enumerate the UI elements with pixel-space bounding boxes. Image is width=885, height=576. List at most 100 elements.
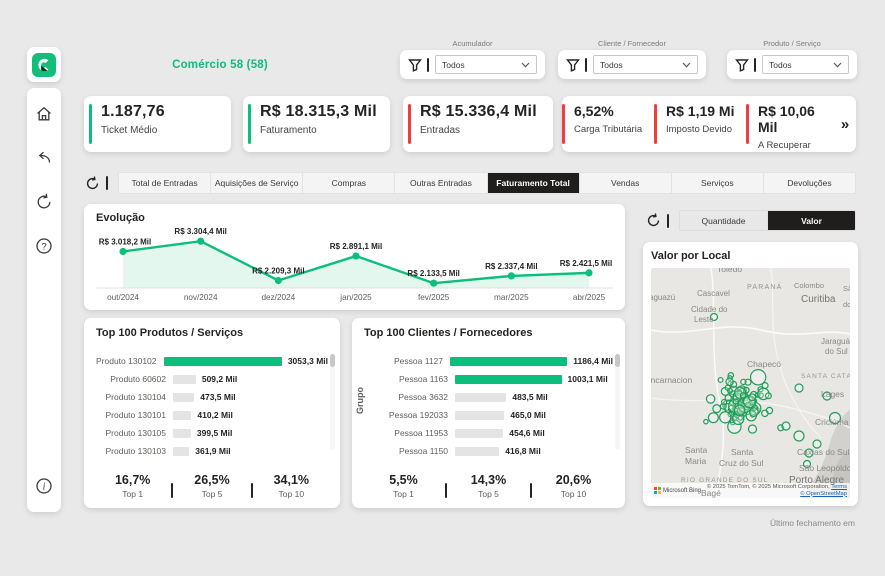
bar-row[interactable]: Pessoa 1150416,8 Mil [376, 442, 613, 460]
bar-row[interactable]: Pessoa 192033465,0 Mil [376, 406, 613, 424]
bar[interactable] [173, 393, 194, 402]
tab-vendas[interactable]: Vendas [580, 173, 672, 193]
scrollbar-track[interactable] [330, 354, 335, 450]
map-bubble[interactable] [748, 425, 756, 433]
toggle-valor[interactable]: Valor [768, 211, 855, 230]
stat-percent: 5,5% [362, 473, 445, 487]
terms-link[interactable]: Terms [831, 484, 847, 490]
map-bubble[interactable] [728, 388, 733, 393]
map-bubble[interactable] [762, 383, 768, 389]
map-bubble[interactable] [830, 413, 841, 424]
map-bubble[interactable] [741, 379, 746, 384]
help-icon[interactable]: ? [34, 236, 54, 256]
bar[interactable] [173, 429, 191, 438]
tab-devolu-es[interactable]: Devoluções [764, 173, 855, 193]
bar-row[interactable]: Produto 60602509,2 Mil [96, 370, 328, 388]
bar[interactable] [455, 429, 503, 438]
bar-row[interactable]: Produto 130103361,9 Mil [96, 442, 328, 460]
accent-bar [408, 104, 411, 144]
cliente-dropdown[interactable]: Todos [593, 55, 698, 74]
scrollbar-thumb[interactable] [330, 354, 335, 367]
map-bubble[interactable] [711, 314, 718, 321]
kpi-entradas: R$ 15.336,4 Mil Entradas [403, 96, 553, 152]
svg-text:dez/2024: dez/2024 [261, 293, 295, 302]
map-bubble[interactable] [749, 394, 756, 401]
value-by-location-map[interactable]: Microsoft Bing © 2025 TomTom, © 2025 Mic… [651, 268, 850, 498]
map-bubble[interactable] [782, 422, 790, 430]
bar-row[interactable]: Pessoa 11631003,1 Mil [376, 370, 613, 388]
map-bubble[interactable] [706, 395, 714, 403]
produto-dropdown[interactable]: Todos [762, 55, 849, 74]
last-close-note: Último fechamento em [770, 518, 855, 528]
evolution-line-chart[interactable]: R$ 3.018,2 Milout/2024R$ 3.304,4 Milnov/… [88, 226, 621, 306]
filter-acumulador: Todos [400, 50, 545, 79]
svg-text:?: ? [41, 241, 46, 252]
map-bubble[interactable] [704, 420, 708, 424]
stat-percent: 14,3% [447, 473, 530, 487]
reset-filters-icon[interactable] [84, 175, 101, 192]
map-bubble[interactable] [722, 400, 727, 405]
openstreetmap-link[interactable]: © OpenStreetMap [800, 491, 847, 497]
bar-value: 465,0 Mil [510, 410, 545, 420]
reset-filters-icon[interactable] [645, 212, 662, 229]
kpi-a-recuperar: R$ 10,06 Mil A Recuperar [746, 96, 834, 152]
refresh-icon[interactable] [34, 192, 54, 212]
info-icon[interactable]: i [34, 476, 54, 496]
map-bubble[interactable] [718, 378, 723, 383]
tab-aquisi-es-de-servi-o[interactable]: Aquisições de Serviço [211, 173, 303, 193]
kpi-value: R$ 10,06 Mil [758, 103, 828, 135]
bar-row[interactable]: Produto 130101410,2 Mil [96, 406, 328, 424]
bar[interactable] [173, 447, 189, 456]
tab-outras-entradas[interactable]: Outras Entradas [395, 173, 487, 193]
bar[interactable] [455, 411, 504, 420]
divider [667, 214, 669, 228]
map-bubble[interactable] [734, 405, 744, 415]
tab-compras[interactable]: Compras [303, 173, 395, 193]
map-bubble[interactable] [805, 449, 813, 457]
map-bubble[interactable] [720, 412, 731, 423]
scrollbar-thumb[interactable] [615, 354, 620, 367]
bar[interactable] [455, 393, 506, 402]
bar-row[interactable]: Pessoa 3632483,5 Mil [376, 388, 613, 406]
bar-row[interactable]: Pessoa 11953454,6 Mil [376, 424, 613, 442]
map-bubble[interactable] [713, 405, 721, 413]
map-bubble[interactable] [708, 413, 718, 423]
home-icon[interactable] [34, 104, 54, 124]
bar[interactable] [455, 375, 562, 384]
bar-value: 473,5 Mil [200, 392, 235, 402]
filter-label-acumulador: Acumulador [400, 39, 545, 48]
tab-servi-os[interactable]: Serviços [672, 173, 764, 193]
bar-row[interactable]: Produto 1301023053,3 Mil [96, 352, 328, 370]
bar[interactable] [173, 375, 196, 384]
map-bubble[interactable] [795, 384, 803, 392]
stat-label: Top 10 [253, 489, 330, 499]
bar-row[interactable]: Pessoa 11271186,4 Mil [376, 352, 613, 370]
bar-value: 454,6 Mil [509, 428, 544, 438]
map-bubble[interactable] [726, 378, 733, 385]
y-axis-label: Grupo [355, 387, 365, 414]
acumulador-dropdown[interactable]: Todos [435, 55, 537, 74]
map-bubble[interactable] [766, 393, 772, 399]
kpi-value: R$ 18.315,3 Mil [260, 103, 390, 121]
stat-top-10: 20,6%Top 10 [532, 473, 615, 499]
tab-total-de-entradas[interactable]: Total de Entradas [119, 173, 211, 193]
app-logo[interactable] [27, 47, 61, 82]
bar-row[interactable]: Produto 130104473,5 Mil [96, 388, 328, 406]
bar[interactable] [164, 357, 282, 366]
map-bubble[interactable] [762, 410, 768, 416]
map-bubble[interactable] [794, 431, 804, 441]
bar[interactable] [450, 357, 567, 366]
tab-faturamento-total[interactable]: Faturamento Total [488, 173, 580, 193]
bar-category: Produto 130102 [96, 356, 157, 366]
kpi-imposto-devido: R$ 1,19 Mi Imposto Devido [654, 96, 746, 152]
bar[interactable] [455, 447, 499, 456]
bar-row[interactable]: Produto 130105399,5 Mil [96, 424, 328, 442]
map-bubble[interactable] [813, 440, 821, 448]
bar[interactable] [173, 411, 191, 420]
map-bubble[interactable] [804, 461, 811, 468]
scrollbar-track[interactable] [615, 354, 620, 450]
undo-icon[interactable] [34, 148, 54, 168]
toggle-quantidade[interactable]: Quantidade [680, 211, 768, 230]
expand-kpis-button[interactable]: » [834, 96, 856, 152]
map-bubble[interactable] [823, 392, 831, 400]
